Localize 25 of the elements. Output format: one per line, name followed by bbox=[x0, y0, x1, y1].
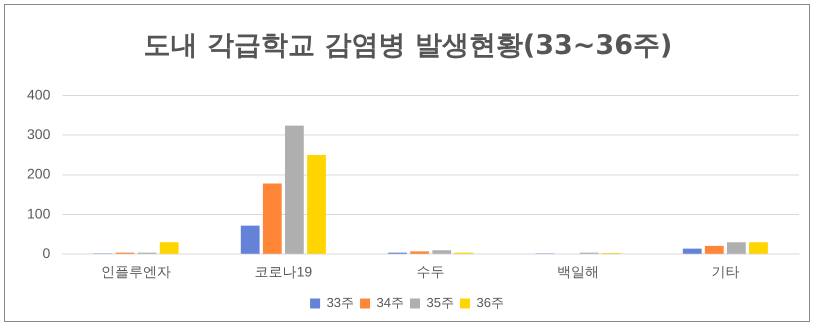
bar bbox=[749, 242, 768, 254]
x-tick-label: 인플루엔자 bbox=[101, 263, 172, 280]
bar bbox=[432, 250, 452, 254]
legend-label: 36주 bbox=[476, 295, 504, 310]
x-tick-label: 기타 bbox=[711, 263, 740, 280]
x-tick-label: 수두 bbox=[416, 263, 445, 280]
y-tick-label: 0 bbox=[42, 245, 51, 262]
y-tick-label: 200 bbox=[27, 166, 51, 182]
bar bbox=[307, 154, 326, 254]
legend-label: 34주 bbox=[376, 295, 404, 310]
y-tick-label: 300 bbox=[27, 126, 51, 142]
x-tick-label: 백일해 bbox=[557, 263, 600, 280]
bar bbox=[160, 242, 179, 254]
bar bbox=[262, 184, 282, 254]
legend-label: 33주 bbox=[326, 295, 354, 310]
y-tick-label: 400 bbox=[27, 86, 51, 102]
bar bbox=[682, 248, 702, 254]
legend-label: 35주 bbox=[426, 295, 454, 310]
x-tick-label: 코로나19 bbox=[254, 263, 312, 280]
bar bbox=[285, 126, 304, 254]
bar bbox=[704, 246, 724, 254]
bar bbox=[726, 242, 746, 254]
bar bbox=[240, 226, 260, 254]
y-tick-label: 100 bbox=[27, 205, 51, 222]
chart-title: 도내 각급학교 감염병 발생현황(33~36주) bbox=[142, 29, 674, 63]
